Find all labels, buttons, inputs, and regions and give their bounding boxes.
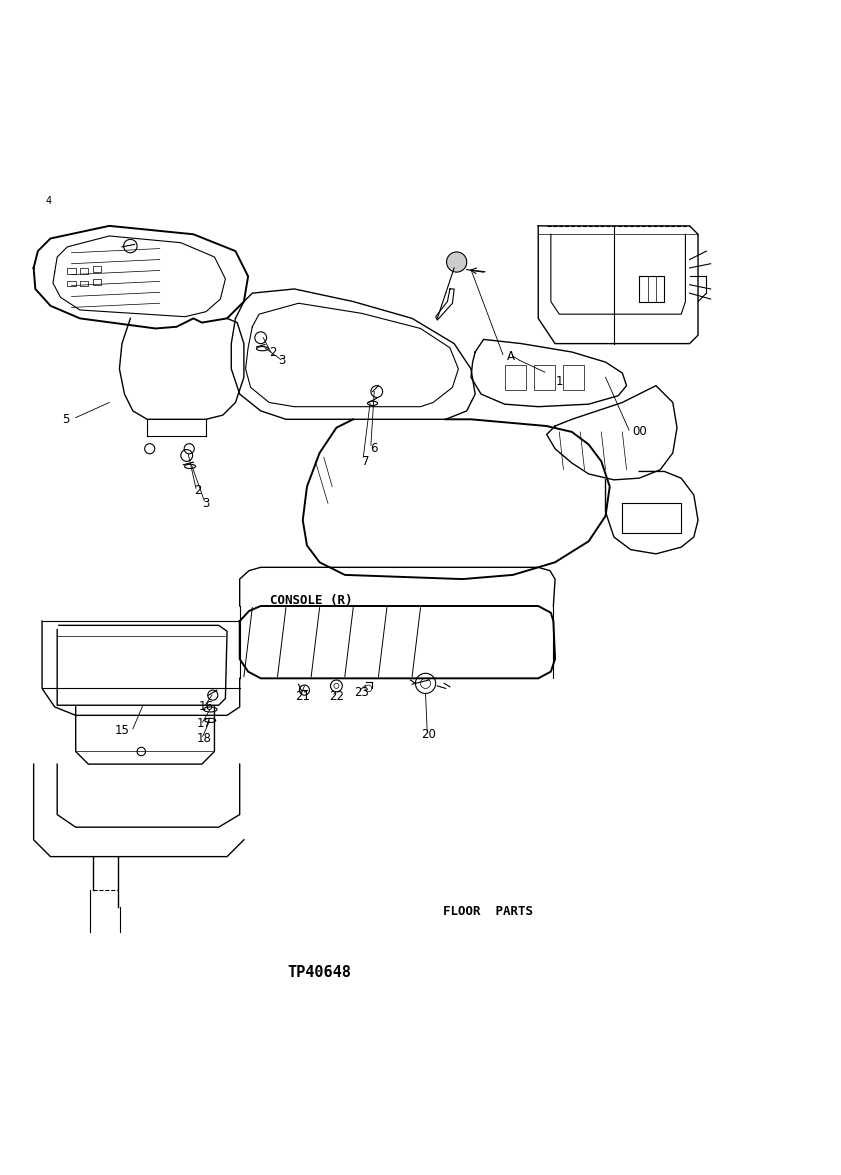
Text: 1: 1 xyxy=(556,375,563,388)
Text: 16: 16 xyxy=(198,700,214,713)
Text: 17: 17 xyxy=(197,717,212,730)
Text: 7: 7 xyxy=(362,455,369,468)
Text: 5: 5 xyxy=(62,412,69,425)
Text: CONSOLE (R): CONSOLE (R) xyxy=(270,593,352,606)
Text: 21: 21 xyxy=(295,691,310,704)
Text: 15: 15 xyxy=(114,724,130,737)
Bar xyxy=(93,267,101,273)
Text: 3: 3 xyxy=(203,497,209,510)
Text: 18: 18 xyxy=(197,732,212,745)
Text: 2: 2 xyxy=(194,484,201,497)
Bar xyxy=(534,364,555,390)
Bar xyxy=(67,281,76,287)
Text: TP40648: TP40648 xyxy=(288,965,352,980)
Bar xyxy=(563,364,584,390)
Text: 23: 23 xyxy=(354,686,369,699)
Text: 2: 2 xyxy=(270,345,277,358)
Text: 22: 22 xyxy=(329,691,344,704)
Text: 3: 3 xyxy=(278,354,285,367)
Bar xyxy=(80,281,88,287)
Bar xyxy=(93,278,101,284)
Text: 20: 20 xyxy=(421,728,436,741)
Bar xyxy=(505,364,526,390)
Bar xyxy=(80,268,88,274)
Text: A: A xyxy=(507,350,516,363)
Bar xyxy=(67,268,76,274)
Text: FLOOR  PARTS: FLOOR PARTS xyxy=(442,905,533,918)
Text: 00: 00 xyxy=(632,425,647,438)
Text: 6: 6 xyxy=(371,442,378,455)
Text: 4: 4 xyxy=(45,196,52,206)
Circle shape xyxy=(447,251,467,273)
